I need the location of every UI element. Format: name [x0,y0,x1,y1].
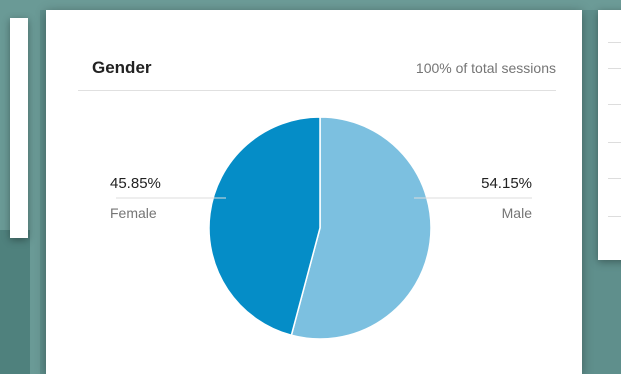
male-name-label: Male [502,205,533,221]
adjacent-card-right [598,10,621,260]
table-row-divider [608,142,621,143]
card-subtitle: 100% of total sessions [415,60,556,76]
background-bottom-left [0,230,30,374]
table-row-divider [608,216,621,217]
table-row-divider [608,42,621,43]
pie-slice-male[interactable] [290,116,432,340]
adjacent-card-left [10,18,28,238]
card-header: Gender 100% of total sessions [78,54,556,91]
pie-slice-female[interactable] [208,116,321,337]
male-percent-label: 54.15% [481,175,532,192]
gender-pie-chart: 45.85% Female 54.15% Male [110,116,533,340]
female-name-label: Female [110,205,157,221]
female-percent-label: 45.85% [110,175,161,192]
card-title: Gender [92,58,152,77]
background-strip [0,0,621,10]
table-row-divider [608,68,621,69]
gender-chart-card: Gender 100% of total sessions 45.85% Fema… [46,10,582,374]
table-row-divider [608,178,621,179]
table-row-divider [608,104,621,105]
